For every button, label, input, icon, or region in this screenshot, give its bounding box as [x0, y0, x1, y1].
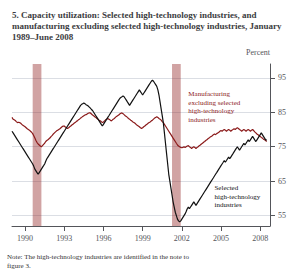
- svg-text:85: 85: [278, 108, 286, 117]
- svg-text:Selected: Selected: [214, 184, 238, 192]
- svg-text:2008: 2008: [252, 234, 268, 243]
- svg-text:industries: industries: [188, 116, 215, 124]
- svg-text:manufacturing excluding select: manufacturing excluding selected high-te…: [12, 21, 284, 31]
- svg-text:1999: 1999: [135, 234, 151, 243]
- svg-text:Manufacturing: Manufacturing: [188, 90, 230, 98]
- svg-text:95: 95: [278, 73, 286, 82]
- svg-text:industries: industries: [214, 201, 241, 209]
- svg-text:65: 65: [278, 177, 286, 186]
- svg-text:excluding selected: excluding selected: [188, 99, 240, 107]
- svg-text:55: 55: [278, 211, 286, 220]
- svg-text:1989–June 2008: 1989–June 2008: [12, 32, 74, 42]
- svg-text:high-technology: high-technology: [188, 107, 234, 115]
- svg-text:2005: 2005: [213, 234, 229, 243]
- svg-text:1993: 1993: [56, 234, 72, 243]
- svg-text:high-technology: high-technology: [214, 193, 260, 201]
- svg-text:75: 75: [278, 142, 286, 151]
- svg-text:2002: 2002: [174, 234, 190, 243]
- svg-text:1996: 1996: [95, 234, 111, 243]
- svg-text:5. Capacity utilization: Selec: 5. Capacity utilization: Selected high-t…: [12, 10, 259, 20]
- svg-text:Note: The high-technology indu: Note: The high-technology industries are…: [7, 253, 190, 261]
- svg-text:Percent: Percent: [246, 48, 271, 57]
- svg-text:figure 3.: figure 3.: [7, 262, 31, 270]
- svg-text:1990: 1990: [17, 234, 33, 243]
